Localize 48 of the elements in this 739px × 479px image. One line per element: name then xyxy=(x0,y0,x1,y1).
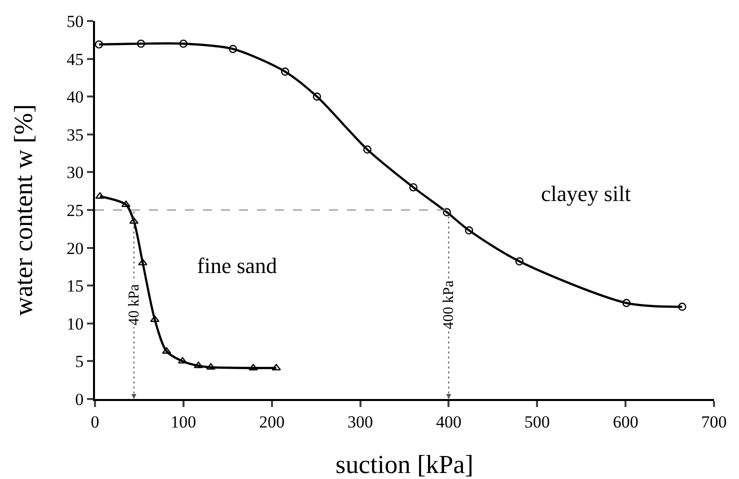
point xyxy=(129,217,139,224)
y-axis-title: water content w [%] xyxy=(9,104,38,316)
point xyxy=(248,364,258,370)
y-tick-label: 35 xyxy=(66,125,84,144)
point xyxy=(162,347,172,354)
point xyxy=(515,257,524,266)
ref-line-label: 40 kPa xyxy=(126,284,142,326)
point xyxy=(442,208,452,216)
point xyxy=(622,298,631,308)
x-tick-label: 100 xyxy=(170,412,196,432)
y-tick-label: 25 xyxy=(66,200,84,220)
point xyxy=(281,68,290,76)
point xyxy=(464,226,474,235)
y-tick-label: 50 xyxy=(66,12,84,31)
y-tick-label: 30 xyxy=(66,163,84,182)
y-tick-label: 0 xyxy=(75,390,84,409)
x-axis-title: suction [kPa] xyxy=(336,450,474,479)
point xyxy=(678,302,686,311)
point xyxy=(409,183,418,192)
x-tick-label: 0 xyxy=(90,412,100,432)
point xyxy=(138,258,148,266)
point xyxy=(136,40,146,48)
point xyxy=(206,363,216,370)
y-tick-label: 15 xyxy=(66,276,84,296)
y-tick-label: 45 xyxy=(66,50,84,69)
point xyxy=(312,92,322,101)
point xyxy=(95,192,105,199)
y-tick-label: 40 xyxy=(66,88,84,107)
text: clayey silt xyxy=(541,181,631,206)
y-tick-label: 5 xyxy=(75,352,84,372)
point xyxy=(179,40,188,48)
x-tick-label: 600 xyxy=(612,412,638,432)
point xyxy=(272,364,281,370)
point xyxy=(228,44,238,54)
text: fine sand xyxy=(197,253,278,278)
y-tick-label: 20 xyxy=(66,238,84,258)
x-tick-label: 400 xyxy=(436,412,462,432)
x-tick-label: 300 xyxy=(348,412,374,432)
point xyxy=(94,40,104,49)
x-tick-label: 500 xyxy=(524,412,550,432)
point xyxy=(121,200,131,208)
point xyxy=(178,357,188,364)
ref-line-label: 400 kPa xyxy=(441,280,458,330)
x-tick-label: 200 xyxy=(259,412,285,432)
point xyxy=(363,145,372,154)
point xyxy=(194,362,204,368)
x-tick-label: 700 xyxy=(701,412,727,432)
y-tick-label: 10 xyxy=(66,314,84,334)
